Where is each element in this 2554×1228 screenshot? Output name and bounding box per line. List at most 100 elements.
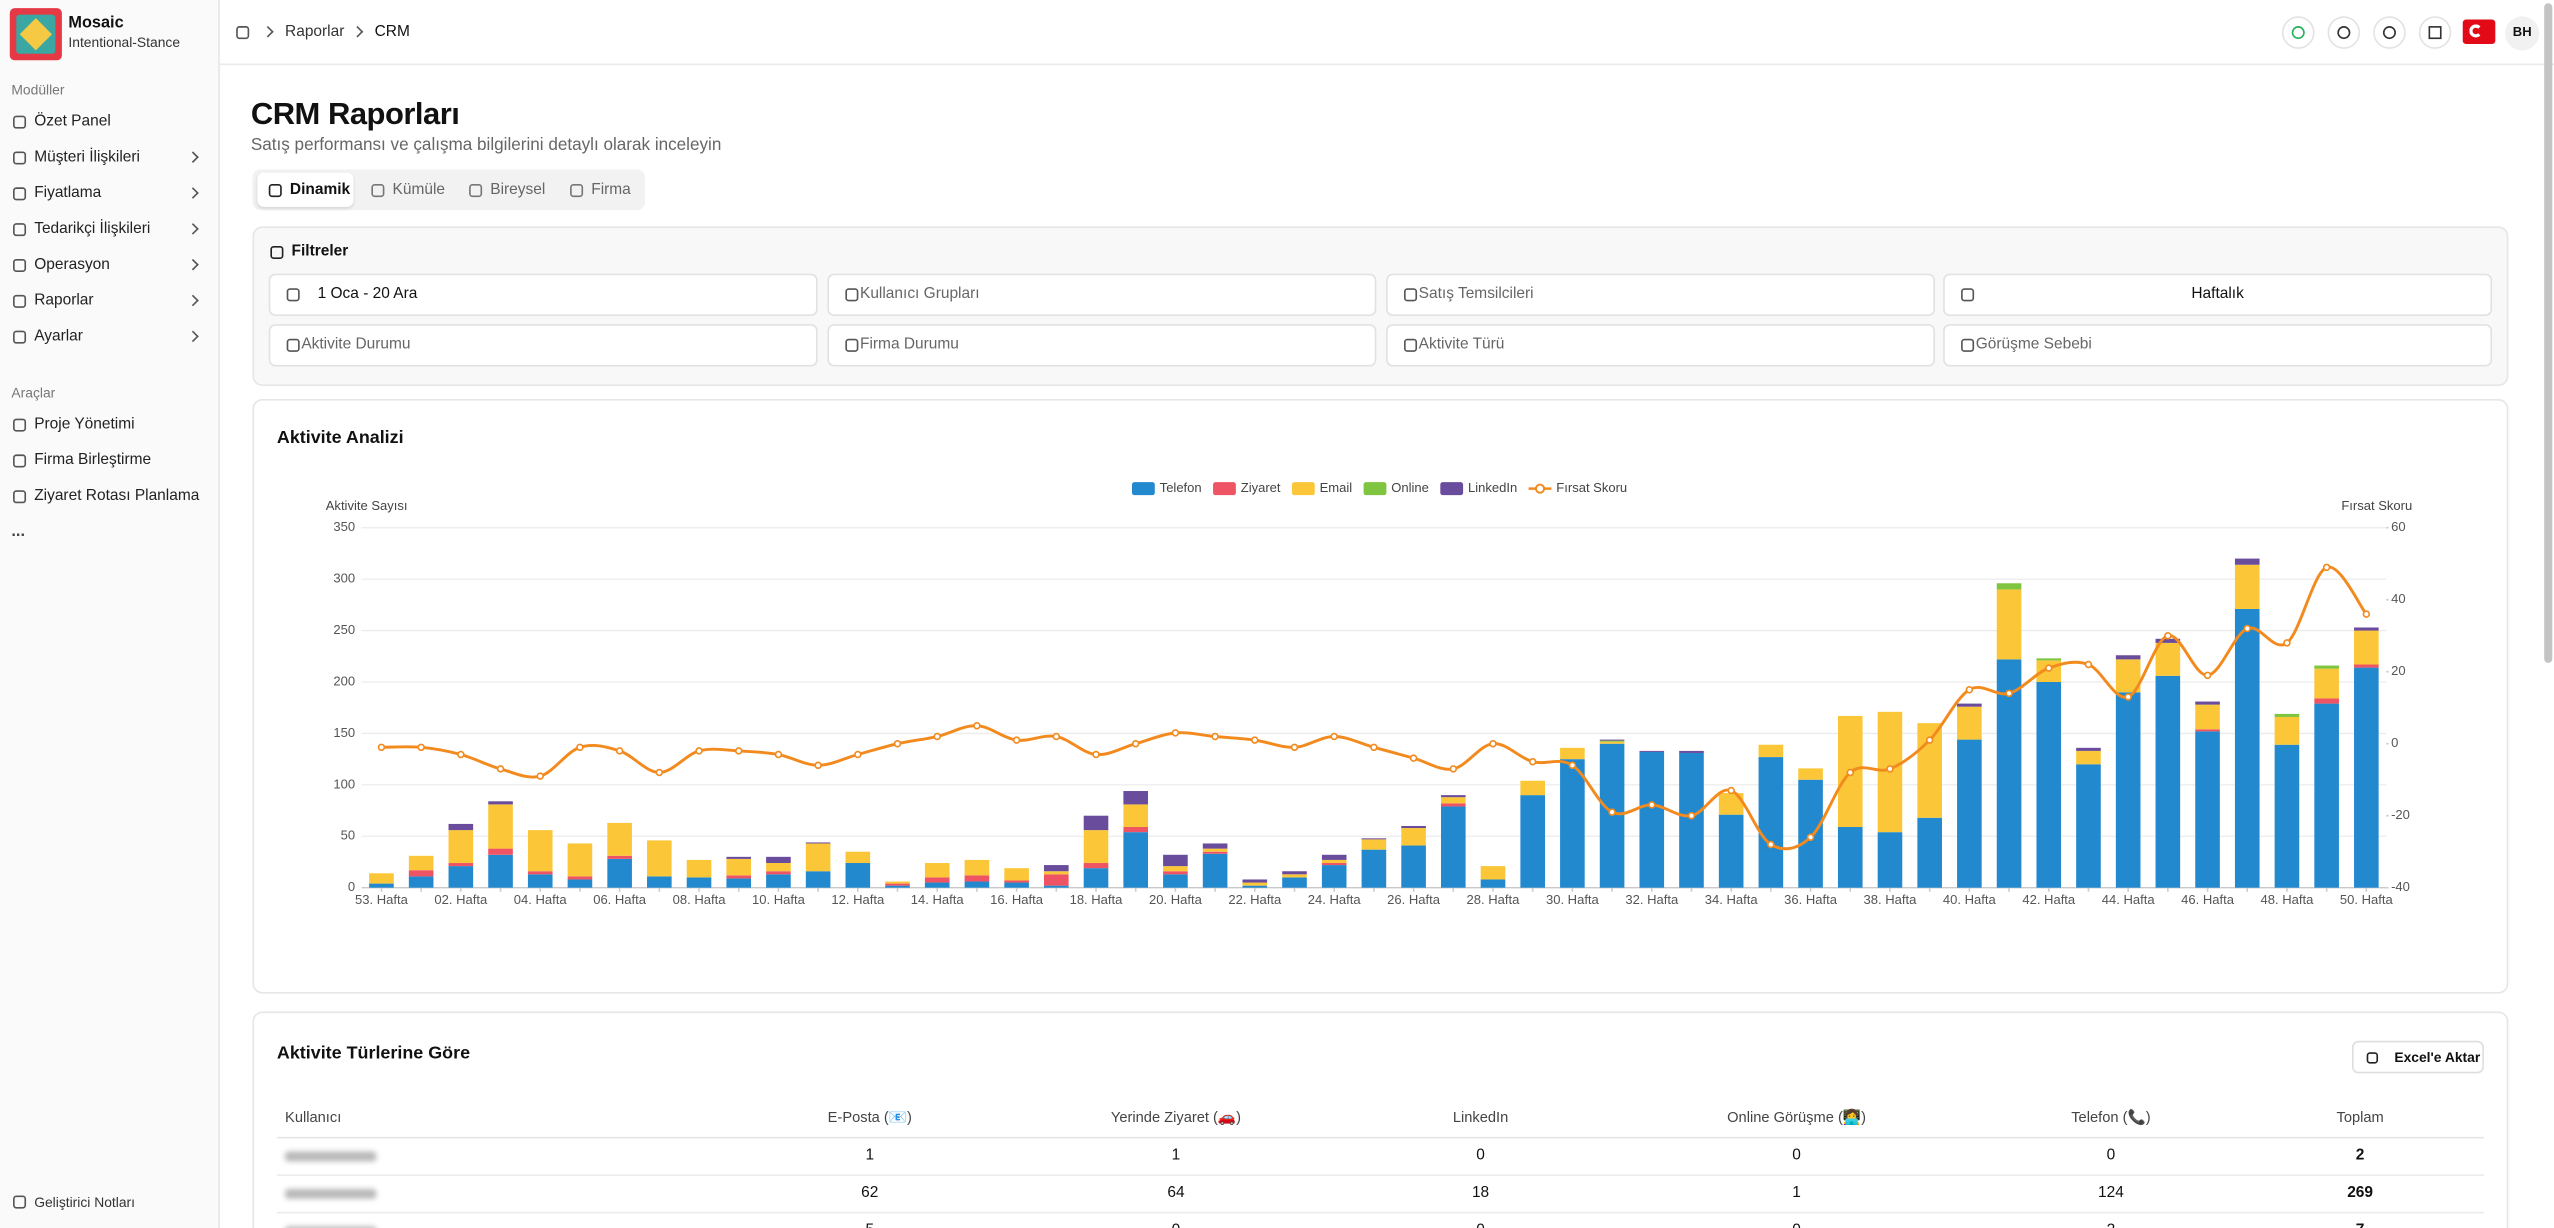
select-arrow (1350, 287, 1363, 303)
y2-axis-title: Fırsat Skoru (2341, 498, 2412, 513)
bar-segment (607, 855, 632, 859)
bar-segment (1282, 871, 1307, 875)
bar-segment (408, 870, 434, 877)
x-tick-label: 26. Hafta (1387, 892, 1441, 907)
bar-segment (1044, 871, 1069, 875)
y-tick-label: 100 (333, 776, 355, 791)
bar-segment (1202, 843, 1228, 849)
tab[interactable]: Kümüle (392, 180, 446, 199)
icon-button[interactable] (2418, 16, 2452, 49)
y2-tick-label: 20 (2391, 663, 2405, 678)
user-name-blurred (285, 1151, 377, 1162)
filter-field[interactable] (1386, 324, 1936, 367)
nav-item[interactable]: Ziyaret Rotası Planlama (34, 486, 200, 505)
line-point (854, 750, 862, 759)
bar-segment (2076, 764, 2101, 888)
bar-segment (488, 804, 513, 849)
tab[interactable]: Dinamik (289, 180, 351, 199)
line-point (1012, 736, 1021, 744)
icon-button[interactable] (2327, 16, 2361, 49)
nav-item[interactable]: Müşteri İlişkileri (34, 147, 140, 166)
select-arrow (1350, 337, 1363, 353)
bar-segment (766, 871, 791, 875)
x-tick-label: 02. Hafta (434, 892, 488, 907)
filter-field[interactable] (1943, 324, 2493, 367)
export-button[interactable] (2351, 1040, 2484, 1074)
line-point (1806, 833, 1815, 842)
nav-item[interactable]: Firma Birleştirme (34, 450, 152, 469)
bar-segment (2195, 704, 2220, 730)
bar-segment (1202, 851, 1228, 854)
bar-segment (1440, 806, 1466, 888)
bar-segment (1996, 589, 2022, 660)
scrollbar (2544, 3, 2553, 663)
avatar[interactable] (2505, 16, 2540, 51)
filter-field[interactable] (827, 273, 1377, 316)
table-cell: 0 (1318, 1220, 1644, 1228)
nav-footer[interactable]: Geliştirici Notları (34, 1193, 135, 1211)
bar-segment (885, 885, 910, 888)
filter-label: Firma Durumu (860, 335, 959, 354)
table-cell: 2 (2355, 1146, 2365, 1165)
breadcrumb[interactable]: Raporlar (285, 22, 345, 41)
line-point (2362, 610, 2371, 618)
bar-segment (448, 823, 474, 831)
bar-segment (1242, 885, 1268, 888)
filter-field[interactable] (268, 273, 818, 316)
bar-segment (2195, 701, 2220, 705)
bar-segment (488, 854, 513, 888)
tab[interactable]: Firma (591, 180, 631, 199)
filter-field[interactable] (1943, 273, 2493, 316)
topbar (219, 0, 2554, 66)
bar-segment (1044, 874, 1069, 886)
table-card (252, 1011, 2509, 1228)
filter-label: Aktivite Durumu (301, 335, 411, 354)
select-arrow (1909, 337, 1922, 353)
bar-segment (1361, 849, 1387, 888)
icon-button[interactable] (2373, 16, 2406, 49)
line-point (1687, 811, 1696, 820)
bar-segment (2076, 747, 2101, 751)
legend-label: Fırsat Skoru (1556, 480, 1627, 495)
bar-segment (2354, 667, 2379, 888)
bar-segment (924, 882, 950, 888)
bar-segment (726, 875, 752, 879)
filter-field[interactable] (827, 324, 1377, 367)
y-tick-label: 150 (333, 725, 355, 740)
bar-segment (1917, 817, 1942, 888)
bar-segment (2314, 665, 2339, 669)
line-point (973, 721, 981, 730)
bar-segment (1163, 854, 1188, 867)
nav-item[interactable]: Raporlar (34, 291, 94, 310)
line-point (615, 747, 624, 755)
icon-button[interactable] (2281, 16, 2315, 49)
bar-segment (1123, 791, 1149, 805)
export-label: Excel'e Aktar (2394, 1048, 2481, 1066)
legend-label: Telefon (1160, 480, 1202, 495)
nav-item[interactable]: Ayarlar (34, 327, 83, 346)
more-item[interactable]: ... (11, 522, 25, 541)
filter-field[interactable] (1386, 273, 1936, 316)
table-cell: 7 (2197, 1220, 2523, 1228)
nav-item[interactable]: Proje Yönetimi (34, 414, 135, 433)
nav-item[interactable]: Tedarikçi İlişkileri (34, 219, 151, 238)
bar-segment (845, 851, 871, 864)
icon (1961, 288, 1975, 302)
line-point (1409, 754, 1418, 762)
legend-label: LinkedIn (1468, 480, 1517, 495)
line-point (1449, 765, 1458, 773)
table-cell: 5 (707, 1220, 1033, 1228)
nav-item[interactable]: Özet Panel (34, 111, 111, 130)
filter-field[interactable] (268, 324, 818, 367)
x-tick-label: 30. Hafta (1546, 892, 1600, 907)
bar-segment (1996, 583, 2022, 590)
bar-segment (1163, 874, 1188, 888)
nav-item[interactable]: Operasyon (34, 255, 110, 274)
icon-glyph (2337, 26, 2351, 40)
line-point (2084, 660, 2093, 669)
line-point (1211, 732, 1219, 741)
bar-segment (1560, 759, 1585, 888)
line-point (1171, 729, 1180, 737)
nav-item[interactable]: Fiyatlama (34, 183, 102, 202)
tab[interactable]: Bireysel (490, 180, 546, 199)
